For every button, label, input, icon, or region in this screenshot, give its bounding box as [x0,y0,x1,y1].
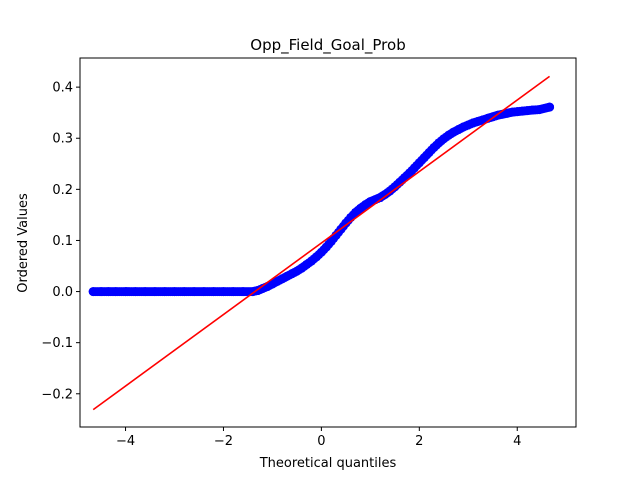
y-tick-label: 0.3 [52,132,73,147]
data-point [534,105,544,115]
data-point [179,287,189,297]
data-point [169,287,179,297]
chart-title: Opp_Field_Goal_Prob [250,36,405,55]
data-point [545,102,555,112]
data-point [103,287,113,297]
data-point [88,287,98,297]
y-axis-label: Ordered Values [16,193,31,293]
y-tick-label: −0.2 [41,387,73,402]
fit-line [92,75,551,411]
y-tick-label: −0.1 [41,336,73,351]
data-point [218,287,228,297]
data-point [238,287,248,297]
data-point [140,287,150,297]
x-tick-label: −2 [214,434,233,449]
data-point [228,287,238,297]
data-point [130,287,140,297]
axes: −4 −2 0 2 4 −0.2 −0.1 0.0 0.1 0.2 0.3 0.4 [41,57,577,449]
data-point [199,287,209,297]
plot-area [88,75,555,411]
x-tick-label: 0 [317,434,325,449]
y-tick-label: 0.4 [52,81,73,96]
y-tick-label: 0.1 [52,234,73,249]
x-axis-label: Theoretical quantiles [259,456,397,471]
x-tick-label: −4 [116,434,135,449]
x-tick-label: 4 [513,434,521,449]
data-point [111,287,121,297]
data-point [121,287,131,297]
data-point [160,287,170,297]
x-tick-label: 2 [415,434,423,449]
data-point [96,287,106,297]
data-point [209,287,219,297]
y-tick-label: 0.2 [52,183,73,198]
data-point [527,105,537,115]
data-point [326,236,336,246]
y-tick-label: 0.0 [52,285,73,300]
axes-frame [79,57,577,428]
data-point [189,287,199,297]
data-point [150,287,160,297]
